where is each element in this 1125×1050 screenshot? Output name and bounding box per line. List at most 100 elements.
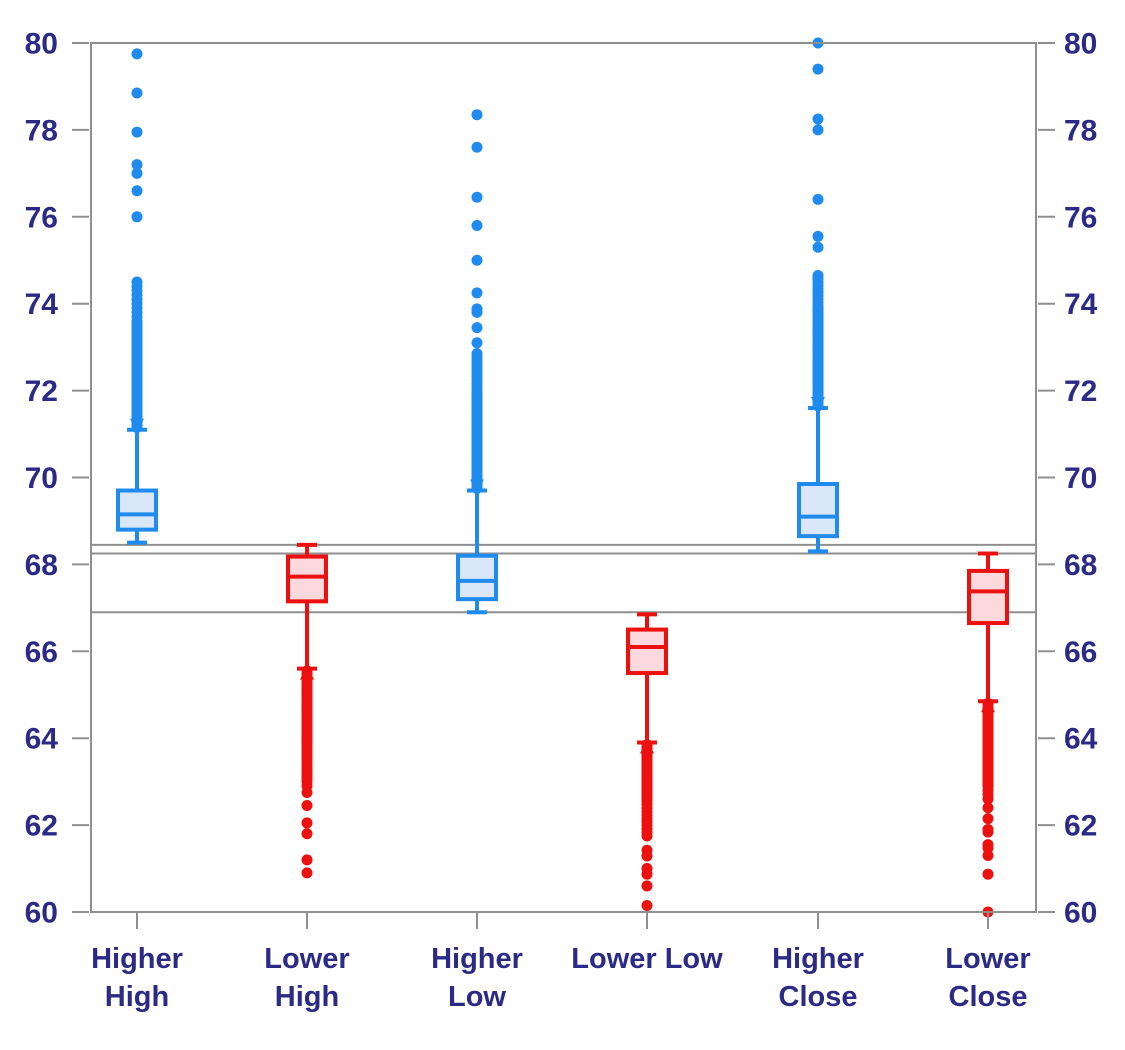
outlier-dot [812, 230, 824, 242]
outlier-dot [641, 899, 653, 911]
y-tick-label-left-78: 78 [25, 114, 58, 147]
outlier-dot [131, 167, 143, 179]
boxplot-higher-close [797, 37, 839, 554]
x-label-higher-low-line1: Higher [431, 943, 523, 975]
outlier-dot [812, 193, 824, 205]
y-tick-label-left-76: 76 [25, 201, 58, 234]
outlier-dot [301, 817, 313, 829]
outlier-dots [641, 739, 653, 911]
outlier-dot [812, 113, 824, 125]
outlier-dot [982, 780, 994, 792]
y-tick-label-left-68: 68 [25, 549, 58, 582]
outlier-dot [812, 124, 824, 136]
box [967, 568, 1009, 626]
outlier-dot [641, 868, 653, 880]
outlier-dot [471, 348, 483, 360]
y-tick-label-left-60: 60 [25, 897, 58, 930]
box [456, 553, 498, 602]
outlier-dots [982, 697, 994, 918]
outlier-dot [301, 800, 313, 812]
outlier-dot [982, 802, 994, 814]
x-label-higher-close-line1: Higher [772, 943, 864, 975]
x-label-lower-close-line1: Lower [945, 943, 1030, 975]
outlier-dot [812, 269, 824, 281]
outlier-dot [471, 109, 483, 121]
outlier-dot [471, 322, 483, 334]
plot-border [90, 42, 1037, 913]
y-tick-label-right-64: 64 [1064, 723, 1098, 756]
outlier-dot [982, 868, 994, 880]
outlier-dot [301, 854, 313, 866]
box [286, 554, 328, 604]
x-label-lower-low-line1: Lower Low [571, 943, 723, 975]
outlier-dots [471, 109, 483, 494]
y-tick-label-left-62: 62 [25, 810, 58, 843]
outlier-dot [982, 826, 994, 838]
x-label-lower-close-line2: Close [949, 981, 1028, 1013]
y-tick-label-right-74: 74 [1064, 288, 1098, 321]
y-tick-label-right-70: 70 [1064, 462, 1097, 495]
box [626, 627, 668, 676]
y-tick-label-left-64: 64 [25, 723, 59, 756]
outlier-dot [982, 850, 994, 862]
x-label-higher-low-line2: Low [448, 981, 506, 1013]
outlier-dot [641, 880, 653, 892]
y-tick-label-right-78: 78 [1064, 114, 1097, 147]
outlier-dot [471, 287, 483, 299]
boxplot-lower-high [286, 542, 328, 879]
outlier-dot [301, 787, 313, 799]
outlier-dot [982, 697, 994, 709]
outlier-dot [301, 867, 313, 879]
outlier-dot [471, 141, 483, 153]
outlier-dot [812, 63, 824, 75]
y-tick-label-right-72: 72 [1064, 375, 1097, 408]
outlier-dot [131, 48, 143, 60]
outlier-dot [131, 276, 143, 288]
x-label-lower-high-line2: High [275, 981, 339, 1013]
y-tick-label-right-76: 76 [1064, 201, 1097, 234]
outlier-dot [471, 191, 483, 203]
box [797, 482, 839, 539]
outlier-dot [131, 159, 143, 171]
y-tick-label-right-62: 62 [1064, 810, 1097, 843]
outlier-dot [471, 219, 483, 231]
outlier-dot [812, 241, 824, 253]
outlier-dot [641, 739, 653, 751]
x-label-higher-close-line2: Close [779, 981, 858, 1013]
boxplot-lower-low [626, 612, 668, 911]
outlier-dot [131, 87, 143, 99]
outlier-dot [301, 665, 313, 677]
outlier-dot [641, 850, 653, 862]
outlier-dot [471, 254, 483, 266]
outlier-dots [812, 37, 824, 412]
y-tick-label-left-70: 70 [25, 462, 58, 495]
outlier-dot [131, 211, 143, 223]
box [116, 488, 158, 532]
boxplot-higher-low [456, 109, 498, 615]
outlier-dot [131, 185, 143, 197]
y-tick-label-right-68: 68 [1064, 549, 1097, 582]
outlier-dot [471, 337, 483, 349]
outlier-dots [301, 665, 313, 879]
outlier-dot [471, 303, 483, 315]
outlier-dot [982, 813, 994, 825]
x-label-higher-high-line1: Higher [91, 943, 183, 975]
y-tick-label-right-80: 80 [1064, 28, 1097, 61]
outlier-dot [131, 126, 143, 138]
boxplot-higher-high [116, 48, 158, 545]
y-tick-label-left-74: 74 [25, 288, 59, 321]
boxplot-lower-close [967, 551, 1009, 918]
y-tick-label-left-66: 66 [25, 636, 58, 669]
outlier-dot [301, 828, 313, 840]
y-tick-label-left-72: 72 [25, 375, 58, 408]
x-label-higher-high-line2: High [105, 981, 169, 1013]
x-label-lower-high-line1: Lower [264, 943, 349, 975]
y-tick-label-right-60: 60 [1064, 897, 1097, 930]
outlier-dot [641, 795, 653, 807]
outlier-dot [301, 739, 313, 751]
y-tick-label-right-66: 66 [1064, 636, 1097, 669]
outlier-dots [131, 48, 143, 434]
y-tick-label-left-80: 80 [25, 28, 58, 61]
